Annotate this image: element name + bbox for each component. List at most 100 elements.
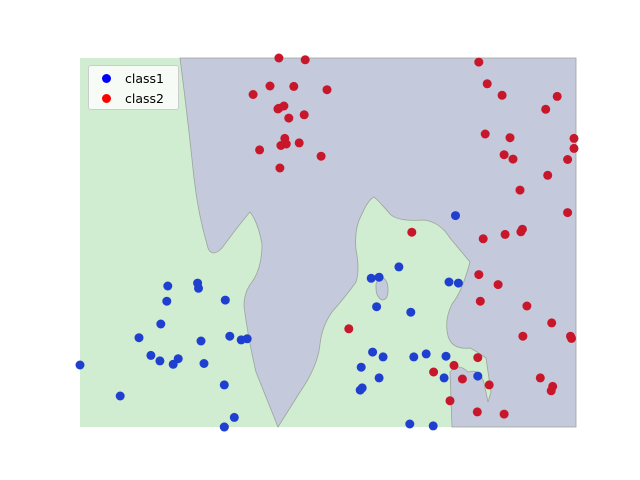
class1-point [378,352,388,362]
class1-decision-region [179,57,577,428]
class2-point [500,229,510,239]
class1-point [421,349,431,359]
class2-point [569,133,579,143]
class2-point [284,113,294,123]
class2-point [429,367,439,377]
class1-point [229,412,239,422]
class2-point [474,270,484,280]
class2-point [541,104,551,114]
class2-point [275,163,285,173]
class1-point [374,272,384,282]
class1-point [405,419,415,429]
class2-point [567,333,576,343]
class1-point [394,262,404,272]
class2-point [445,396,455,406]
class1-point [368,347,378,357]
class1-point [372,302,382,312]
class2-point [499,409,509,419]
class1-point [225,331,235,341]
class1-point [406,307,416,317]
class1-point [173,354,183,364]
class1-point [356,362,366,372]
class2-point [294,138,304,148]
class2-point [472,407,482,417]
class2-point [518,331,528,341]
class2-point [281,139,291,149]
class2-point [563,208,573,218]
class1-point [451,211,460,221]
class1-point [242,334,252,344]
class2-point [322,85,332,95]
class2-point [482,79,492,89]
class2-point [480,129,490,139]
class2-point [407,227,417,237]
class2-point [552,91,562,101]
class2-point [300,55,310,65]
class1-point [156,319,166,329]
class1-point [366,273,376,283]
class2-point [478,234,488,244]
class2-point [535,373,545,383]
class2-point [543,170,553,180]
class2-point [344,324,354,334]
class1-point [439,373,449,383]
class2-point [516,227,526,237]
class2-point [563,155,573,164]
class1-point [199,359,209,368]
class2-point [515,185,525,195]
class1-point [374,373,384,383]
legend-marker-class1 [102,73,111,83]
class1-point [75,360,85,370]
class1-point [409,352,419,362]
class1-point [219,380,229,390]
class2-point [522,301,532,311]
class1-point [194,283,203,293]
class2-point [569,143,579,153]
class2-point [316,151,326,161]
class2-point [474,57,484,67]
class1-point [155,356,165,366]
data-points [75,53,579,432]
series-class1 [75,211,483,432]
class2-point [299,110,309,120]
class2-point [289,81,299,91]
class1-point [220,295,230,305]
class2-point [484,380,494,390]
class1-point [219,422,229,432]
class2-point [274,53,284,63]
legend-marker-class2 [102,93,111,103]
legend-label-class1: class1 [125,70,164,86]
class2-point [508,154,518,164]
class1-point [162,296,172,306]
class2-point [497,90,507,100]
class2-point [499,150,509,160]
class1-point [473,371,483,381]
legend-item-class2: class2 [89,88,164,108]
class2-point [473,353,483,363]
class1-point [428,421,438,431]
class2-point [457,374,467,384]
class1-point [444,277,454,287]
class2-point [279,101,289,111]
class1-point [134,333,144,343]
class2-point [265,81,275,91]
legend-label-class2: class2 [125,90,164,106]
legend: class1 class2 [88,65,179,110]
legend-item-class1: class1 [89,68,164,88]
class1-point [357,383,367,393]
class2-point [449,360,459,370]
class2-point [475,296,485,306]
series-class2 [248,53,579,419]
class1-point [115,391,125,401]
class2-point [248,90,258,99]
class1-point [196,336,206,346]
class1-point [163,281,173,291]
class2-point [493,280,503,290]
class2-point [547,318,557,328]
plot-area [80,57,577,428]
class1-point [146,350,156,360]
class1-point [453,278,463,288]
class2-point [255,145,265,155]
class2-point [505,133,515,143]
